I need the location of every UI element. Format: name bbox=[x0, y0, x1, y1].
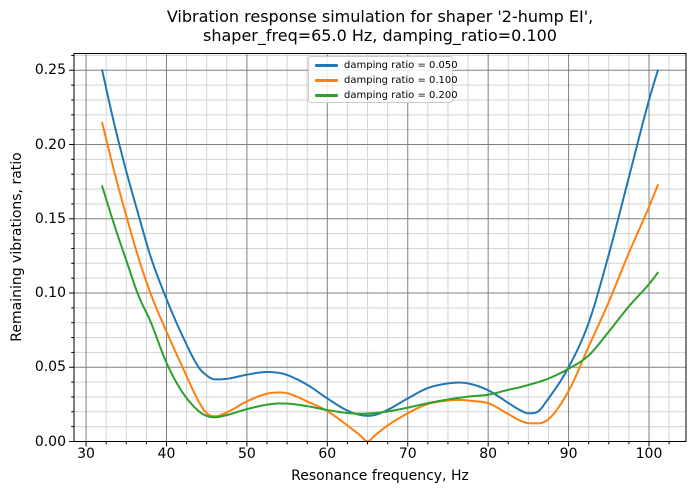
plot-spines bbox=[73, 53, 687, 442]
series-line-2 bbox=[101, 185, 659, 419]
series-line-1 bbox=[101, 121, 659, 443]
legend-item-label: damping ratio = 0.100 bbox=[344, 74, 458, 86]
chart-title: Vibration response simulation for shaper… bbox=[74, 7, 686, 45]
series-line-0 bbox=[101, 69, 659, 417]
legend-line-swatch-icon bbox=[315, 79, 338, 82]
y-tick-label: 0.00 bbox=[34, 433, 66, 450]
legend-item: damping ratio = 0.100 bbox=[315, 73, 458, 88]
y-axis-label: Remaining vibrations, ratio bbox=[9, 152, 25, 342]
y-tick-label: 0.05 bbox=[34, 359, 66, 376]
x-tick-label: 30 bbox=[77, 446, 95, 462]
x-tick-label: 60 bbox=[318, 446, 337, 462]
x-tick-label: 80 bbox=[479, 446, 498, 462]
grid-minor bbox=[74, 53, 686, 442]
legend-line-swatch-icon bbox=[315, 94, 338, 97]
y-tick-label: 0.10 bbox=[34, 285, 66, 301]
x-tick-label: 70 bbox=[398, 446, 417, 462]
legend-item: damping ratio = 0.050 bbox=[315, 58, 458, 73]
y-tick-label: 0.20 bbox=[34, 136, 66, 153]
legend-item-label: damping ratio = 0.200 bbox=[344, 89, 458, 101]
legend-item-label: damping ratio = 0.050 bbox=[344, 59, 458, 71]
y-tick-label: 0.15 bbox=[34, 210, 66, 227]
legend-item: damping ratio = 0.200 bbox=[315, 88, 458, 103]
x-tick-label: 90 bbox=[559, 446, 578, 462]
x-tick-label: 100 bbox=[635, 446, 663, 462]
legend: damping ratio = 0.050 damping ratio = 0.… bbox=[308, 56, 458, 103]
grid-major bbox=[74, 53, 686, 442]
x-axis-label: Resonance frequency, Hz bbox=[291, 468, 469, 484]
chart-title-line2: shaper_freq=65.0 Hz, damping_ratio=0.100 bbox=[203, 26, 557, 45]
y-tick-label: 0.25 bbox=[34, 62, 66, 79]
tick-marks bbox=[69, 54, 670, 447]
legend-line-swatch-icon bbox=[315, 64, 338, 67]
chart-title-line1: Vibration response simulation for shaper… bbox=[166, 7, 594, 26]
x-tick-label: 50 bbox=[237, 446, 256, 462]
x-tick-label: 40 bbox=[157, 446, 176, 462]
